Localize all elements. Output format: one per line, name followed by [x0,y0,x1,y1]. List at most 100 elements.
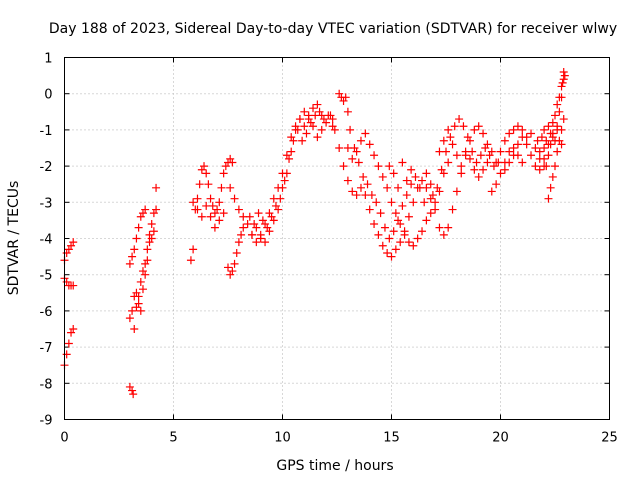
data-point [428,191,437,200]
data-point [461,147,470,156]
data-point [387,198,396,207]
data-point [298,136,307,145]
data-point [544,122,553,131]
data-point [540,125,549,134]
data-point [481,144,490,152]
data-point [343,176,352,185]
data-point [374,230,383,239]
data-point [533,136,542,145]
data-point [496,169,505,178]
data-point [250,220,259,229]
data-point [245,212,254,221]
data-point [234,205,243,214]
data-point [197,165,206,174]
data-point [407,165,416,174]
data-point [500,136,509,145]
data-point [535,165,544,174]
data-point [322,118,331,127]
data-point [537,133,546,142]
data-point [147,220,156,229]
data-point [230,194,239,203]
data-point [138,209,147,218]
data-point [374,162,383,171]
data-point [383,183,392,192]
data-point [463,133,472,142]
data-point [67,241,76,250]
data-point [470,125,479,134]
data-point [439,230,448,239]
data-point [380,223,389,232]
data-point [400,230,409,239]
data-point [300,107,309,116]
y-tick-label: -5 [40,269,53,284]
data-point [319,115,328,124]
y-tick-label: -2 [40,160,53,175]
data-point [527,151,536,160]
data-point [448,140,457,149]
y-tick-label: -1 [40,124,53,139]
x-tick-label: 20 [492,431,509,446]
data-point [215,198,224,207]
data-point [219,169,228,178]
data-point [149,227,158,236]
data-point [138,285,147,294]
data-point [398,158,407,167]
data-point [206,194,215,203]
data-point [69,325,78,333]
data-point [317,125,326,134]
data-point [361,129,370,138]
data-point [394,183,403,192]
data-point [335,89,344,98]
data-point [548,118,557,127]
data-point [239,223,248,232]
data-point [557,125,566,134]
data-point [558,78,567,87]
data-point [217,183,226,192]
data-point [500,165,509,174]
data-point [389,169,398,178]
data-point [431,198,440,207]
data-point [411,172,420,181]
data-point [130,292,139,301]
data-point [555,136,564,145]
data-point [426,180,435,189]
data-point [271,201,280,210]
data-point [204,180,213,189]
data-point [352,191,361,200]
data-point [402,191,411,200]
data-point [306,118,315,127]
data-point [341,93,350,102]
data-point [513,122,522,131]
data-point [555,107,564,116]
data-point [448,205,457,214]
data-point [145,230,154,239]
data-point [130,245,139,254]
data-point [232,248,241,257]
data-point [376,209,385,218]
data-point [343,107,352,116]
data-point [343,144,352,152]
data-point [365,205,374,214]
data-point [367,191,376,200]
data-point [385,162,394,171]
data-point [132,303,141,312]
x-tick-label: 15 [383,431,400,446]
plot-frame [64,57,610,420]
data-point [509,125,518,134]
data-point [394,216,403,225]
data-point [356,136,365,145]
data-point [476,151,485,160]
data-point [391,245,400,254]
data-point [535,147,544,156]
data-point [352,147,361,156]
data-point [315,107,324,116]
data-point [132,234,141,243]
data-point [407,180,416,189]
data-point [141,205,150,214]
data-point [439,136,448,145]
data-point [258,216,267,225]
data-point [132,288,141,297]
data-point [64,245,73,254]
data-point [195,180,204,189]
data-point [269,216,278,225]
